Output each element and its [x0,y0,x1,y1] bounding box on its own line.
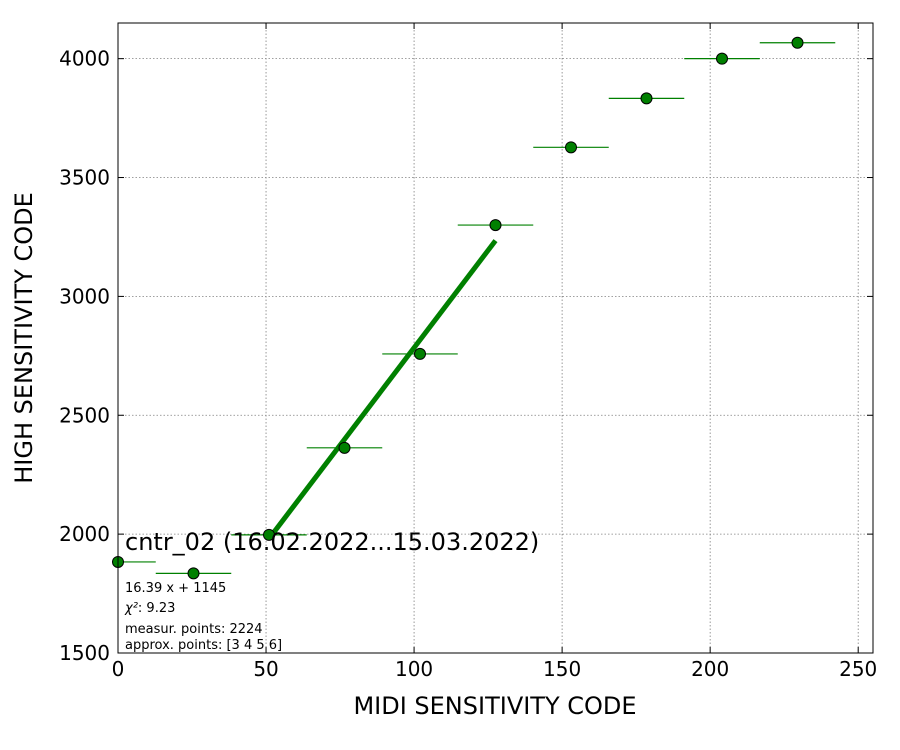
measur-points-label: measur. points: 2224 [125,622,263,637]
axis-ticks: 0 50 100 150 200 250 1500 2000 2500 3000 3500 4000 [59,23,877,681]
y-tick-label: 3500 [59,166,110,190]
chi2-label: χ² [124,601,138,616]
plot-frame [117,22,874,654]
data-point [565,141,577,154]
x-tick-label: 0 [112,657,125,681]
data-point [187,567,200,580]
x-tick-label: 150 [543,657,581,681]
fit-equation: 16.39 x + 1145 [125,581,226,596]
data-points [112,36,836,580]
x-tick-label: 250 [839,657,877,681]
data-point [640,92,653,105]
data-point [414,347,426,360]
data-point [791,36,804,49]
approx-points-label: approx. points: [3 4 5 6] [125,638,282,653]
grid-lines [117,23,873,654]
chart-title: cntr_02 (16.02.2022...15.03.2022) [125,528,539,556]
x-tick-label: 200 [691,657,729,681]
data-point [263,528,275,541]
chi2-value: : 9.23 [138,601,175,616]
x-tick-label: 100 [395,657,433,681]
fit-line-group [267,239,498,541]
y-tick-label: 2500 [59,403,110,427]
y-tick-label: 2000 [59,522,110,546]
data-point [338,441,351,454]
y-axis-label: HIGH SENSITIVITY CODE [10,192,38,484]
y-tick-label: 4000 [59,47,110,71]
fit-line [267,239,498,541]
y-tick-label: 1500 [59,641,110,665]
data-point [716,52,728,65]
chi2-annotation: χ²: 9.23 [124,601,175,616]
x-tick-label: 50 [253,657,278,681]
data-point [489,219,502,232]
y-tick-label: 3000 [59,284,110,308]
x-axis-label: MIDI SENSITIVITY CODE [353,692,636,720]
